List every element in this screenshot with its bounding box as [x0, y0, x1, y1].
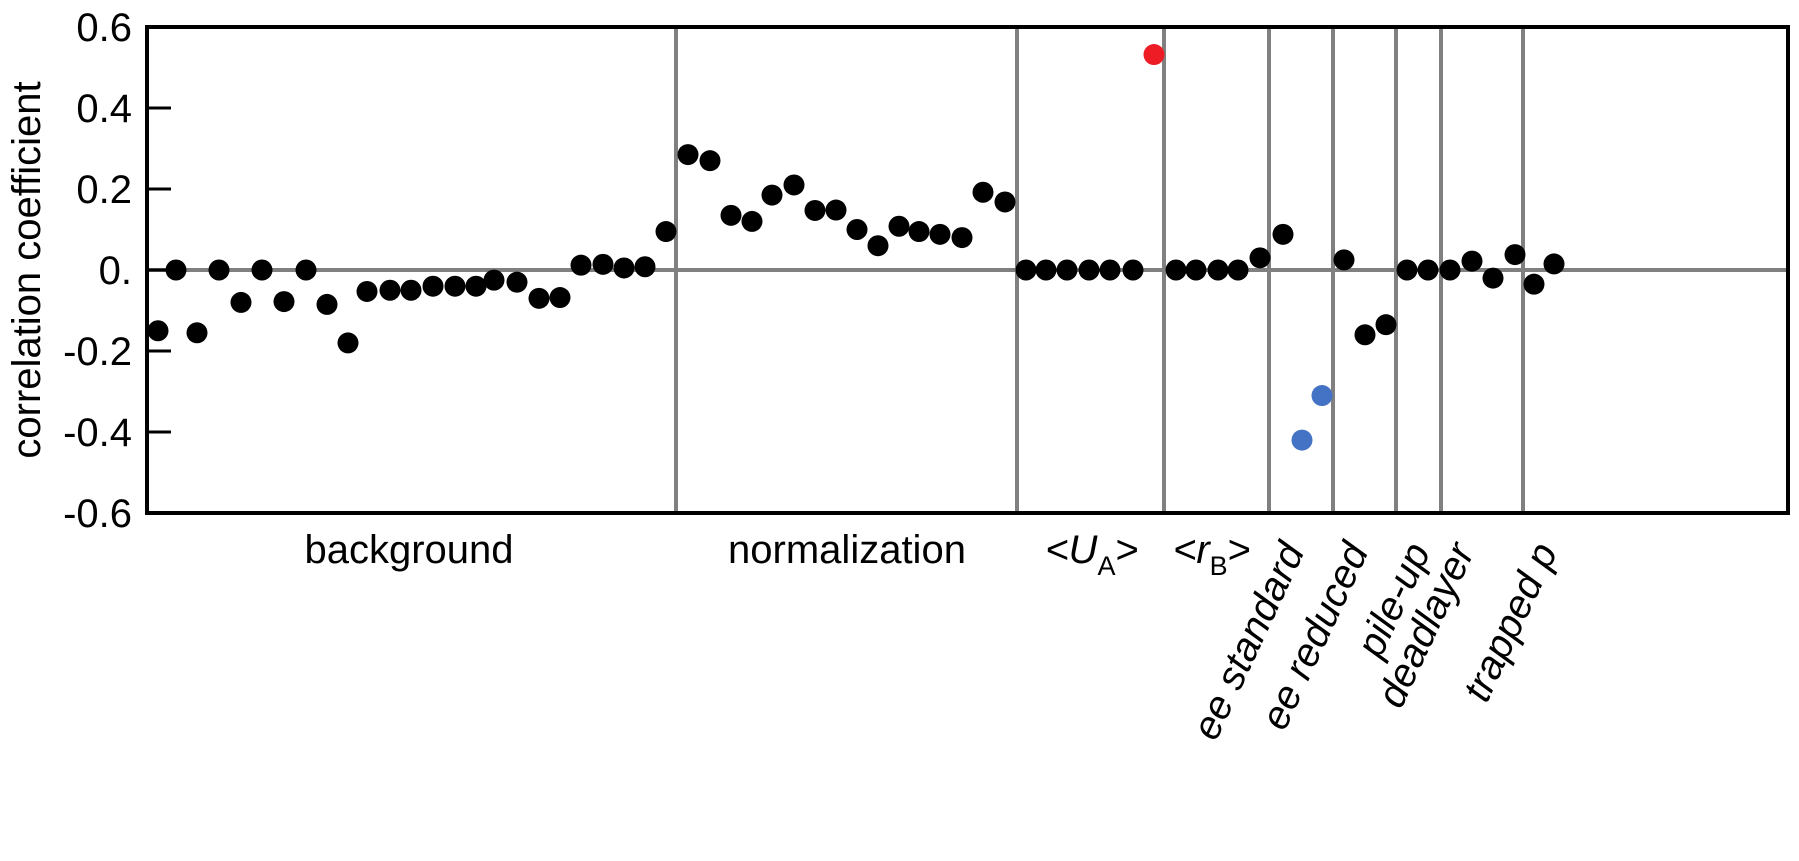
data-point-background	[444, 275, 466, 297]
data-point-normalization	[720, 204, 742, 226]
data-point-normalization	[783, 174, 805, 196]
data-point-UA	[1122, 259, 1144, 281]
data-point-UA	[1078, 259, 1100, 281]
data-point-trapped-p	[1523, 273, 1545, 295]
data-point-background	[506, 271, 528, 293]
y-tick-label: 0.4	[76, 87, 132, 131]
y-tick-label: 0.6	[76, 6, 132, 50]
data-point-background	[634, 256, 656, 278]
data-point-background	[592, 253, 614, 275]
y-tick-label: -0.4	[63, 411, 132, 455]
data-point-ee-standard	[1272, 223, 1294, 245]
y-tick-label: -0.6	[63, 492, 132, 536]
data-point-rB	[1165, 259, 1187, 281]
y-tick-label: 0.	[99, 249, 132, 293]
data-point-normalization	[761, 184, 783, 206]
data-point-deadlayer	[1439, 259, 1461, 281]
y-axis-label: correlation coefficient	[5, 81, 49, 458]
data-point-background	[295, 259, 317, 281]
data-point-background	[337, 332, 359, 354]
group-label-main: <U	[1045, 528, 1098, 572]
data-point-pile-up	[1396, 259, 1418, 281]
data-point-normalization	[699, 150, 721, 172]
group-label-main: <r	[1173, 528, 1211, 572]
data-point-rB	[1249, 247, 1271, 269]
data-point-rB	[1185, 259, 1207, 281]
data-point-normalization	[867, 235, 889, 257]
data-point-rB	[1207, 259, 1229, 281]
data-point-background	[165, 259, 187, 281]
y-axis-ticks: 0.6 0.4 0.2 0. -0.2 -0.4 -0.6	[63, 6, 171, 536]
group-label-background: background	[304, 528, 513, 572]
data-point-UA	[1099, 259, 1121, 281]
data-point-background	[483, 269, 505, 291]
group-label-rB: <rB>	[1173, 528, 1251, 581]
data-point-normalization	[994, 191, 1016, 213]
data-point-ee-reduced	[1354, 324, 1376, 346]
data-point-background	[613, 257, 635, 279]
y-tick-label: -0.2	[63, 330, 132, 374]
group-label-close: >	[1115, 528, 1138, 572]
data-point-deadlayer	[1461, 250, 1483, 272]
data-point-background	[251, 259, 273, 281]
group-label-subscript: B	[1210, 551, 1228, 581]
data-point-background	[273, 291, 295, 313]
data-point-normalization	[741, 210, 763, 232]
data-point-background	[549, 287, 571, 309]
data-points	[147, 44, 1565, 451]
data-point-ee-reduced	[1333, 249, 1355, 271]
data-point-deadlayer	[1482, 267, 1504, 289]
data-point-background	[655, 221, 677, 243]
data-point-pile-up	[1417, 259, 1439, 281]
data-point-rB	[1227, 259, 1249, 281]
data-point-background	[379, 279, 401, 301]
data-point-background	[208, 259, 230, 281]
data-point-background	[465, 275, 487, 297]
data-point-normalization	[846, 219, 868, 240]
data-point-background	[422, 275, 444, 297]
group-label-UA: <UA>	[1045, 528, 1139, 581]
data-point-UA	[1035, 259, 1057, 281]
data-point-normalization	[972, 181, 994, 203]
data-point-background	[230, 291, 252, 313]
data-point-background	[316, 293, 338, 315]
data-point-trapped-p	[1504, 244, 1526, 266]
data-point-normalization	[929, 223, 951, 245]
group-label-subscript: A	[1097, 551, 1115, 581]
data-point-background	[400, 279, 422, 301]
data-point-background	[186, 322, 208, 344]
data-point-normalization	[804, 199, 826, 221]
plot-frame	[145, 25, 1790, 515]
data-point-background	[528, 287, 550, 309]
data-point-normalization	[677, 144, 699, 166]
data-point-background	[356, 280, 378, 302]
data-point-normalization	[908, 221, 930, 243]
data-point-UA	[1143, 44, 1165, 66]
data-point-ee-reduced	[1375, 314, 1397, 336]
y-tick-label: 0.2	[76, 168, 132, 212]
group-label-normalization: normalization	[728, 528, 966, 572]
data-point-ee-standard	[1291, 429, 1313, 451]
data-point-normalization	[888, 215, 910, 237]
data-point-background	[570, 254, 592, 276]
data-point-normalization	[951, 227, 973, 249]
group-label-close: >	[1228, 528, 1251, 572]
group-labels: background normalization <UA> <rB>ee standa…	[304, 528, 1566, 746]
data-point-background	[147, 320, 169, 342]
data-point-UA	[1015, 259, 1037, 281]
data-point-trapped-p	[1543, 253, 1565, 275]
data-point-normalization	[825, 199, 847, 221]
data-point-UA	[1056, 259, 1078, 281]
data-point-ee-reduced	[1311, 385, 1333, 407]
